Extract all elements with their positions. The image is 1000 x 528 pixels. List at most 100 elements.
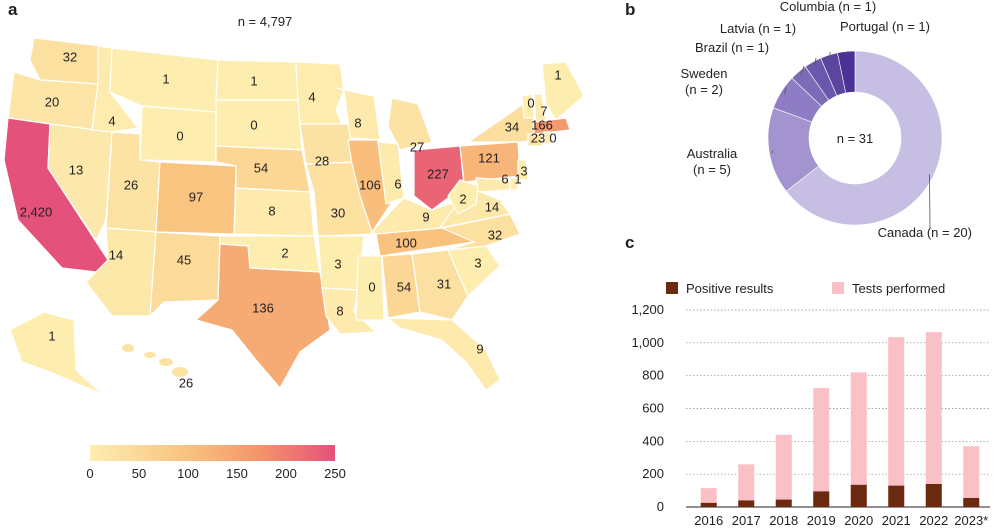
donut-slice-label: Brazil (n = 1): [695, 40, 769, 55]
state-mi: [387, 97, 433, 151]
state-md: [475, 177, 511, 193]
state-me: [541, 61, 585, 121]
donut-slices: [767, 50, 943, 226]
bar-x-tick-label: 2018: [769, 513, 798, 528]
states-group: [3, 37, 585, 395]
state-value-ky: 9: [422, 209, 429, 224]
bar-x-labels: 2016 2017 2018 2019 2020 2021 2022 2023*: [694, 513, 988, 528]
bar-y-tick-label: 0: [657, 499, 664, 514]
bar-x-tick-label: 2016: [694, 513, 723, 528]
state-value-ms: 0: [368, 279, 375, 294]
bar-x-tick-label: 2019: [807, 513, 836, 528]
donut-slice-label: Canada (n = 20): [878, 225, 972, 240]
state-az: [85, 227, 157, 317]
tests-bar-chart: Positive results Tests performed 0 200 400 6…: [631, 281, 990, 528]
bar-legend: Positive results Tests performed: [666, 281, 945, 296]
state-value-ri: 0: [549, 130, 556, 145]
state-ms: [355, 255, 385, 321]
state-value-co: 97: [189, 189, 203, 204]
state-labels: 32202,4201341026149745105482136428303881…: [20, 49, 562, 390]
bar-y-tick-label: 1,200: [631, 302, 664, 317]
hawaii-island: [172, 367, 188, 377]
state-value-hi: 26: [179, 375, 193, 390]
bar-positive-results: [850, 484, 867, 507]
state-value-az: 14: [109, 247, 123, 262]
bar-tests-performed: [738, 464, 755, 507]
state-value-nv: 13: [69, 162, 83, 177]
donut-leader-line: [814, 57, 817, 66]
bar-positive-results: [775, 499, 792, 507]
state-ma: [533, 117, 571, 135]
colorbar-ticks: 0 50 100 150 200 250: [86, 466, 345, 481]
state-mn: [295, 61, 345, 125]
bar-x-tick-label: 2022: [919, 513, 948, 528]
hawaii-island: [159, 358, 173, 366]
donut-slice: [837, 50, 856, 94]
state-value-tx: 136: [252, 300, 274, 315]
legend-swatch: [666, 282, 678, 294]
state-value-nj: 3: [520, 163, 527, 178]
bar-y-tick-label: 1,000: [631, 335, 664, 350]
state-value-ok: 2: [281, 245, 288, 260]
state-value-ks: 8: [268, 203, 275, 218]
bar-tests-performed: [700, 488, 717, 507]
state-value-ia: 28: [315, 153, 329, 168]
donut-slice-label: Columbia (n = 1): [780, 0, 876, 14]
donut-slice-label: Australia (n = 5): [687, 146, 738, 177]
state-value-nc: 32: [488, 227, 502, 242]
state-value-wv: 2: [459, 191, 466, 206]
bar-tests-performed: [963, 446, 980, 507]
state-value-nm: 45: [177, 252, 191, 267]
bar-positive-results: [888, 485, 905, 507]
bar-x-tick-label: 2017: [732, 513, 761, 528]
bar-y-tick-label: 200: [642, 466, 664, 481]
state-value-ca: 2,420: [20, 204, 53, 219]
legend-label: Tests performed: [852, 281, 945, 296]
bar-positive-results: [738, 500, 755, 507]
panel-label-c: c: [625, 233, 635, 252]
state-value-in: 6: [394, 176, 401, 191]
colorbar-tick-label: 150: [226, 466, 248, 481]
panel-label-a: a: [8, 0, 18, 19]
bar-series: [700, 332, 980, 507]
state-ak: [9, 311, 103, 395]
donut-slice-label: Portugal (n = 1): [840, 19, 930, 34]
bar-y-tick-label: 400: [642, 433, 664, 448]
bar-tests-performed: [775, 434, 792, 507]
state-value-ga: 31: [437, 276, 451, 291]
state-wi: [335, 87, 381, 141]
state-value-mt: 1: [162, 71, 169, 86]
bar-x-tick-label: 2020: [844, 513, 873, 528]
state-value-fl: 9: [476, 341, 483, 356]
us-choropleth-map: n = 4,797 32202,420134102614974510548213…: [3, 14, 585, 481]
hawaii-island: [122, 344, 134, 352]
state-value-id: 4: [108, 113, 115, 128]
bar-positive-results: [963, 497, 980, 507]
bar-tests-performed: [813, 387, 830, 507]
state-value-il: 106: [359, 177, 381, 192]
bar-x-tick-label: 2021: [882, 513, 911, 528]
state-nj: [517, 159, 529, 181]
state-value-nd: 1: [250, 73, 257, 88]
state-value-pa: 121: [478, 150, 500, 165]
state-value-mi: 27: [410, 139, 424, 154]
state-value-wa: 32: [63, 49, 77, 64]
state-value-ak: 1: [48, 328, 55, 343]
panel-label-b: b: [625, 0, 636, 19]
state-value-ut: 26: [124, 177, 138, 192]
state-value-sc: 3: [474, 255, 481, 270]
state-value-la: 8: [336, 303, 343, 318]
state-value-wy: 0: [176, 128, 183, 143]
bar-y-tick-label: 800: [642, 368, 664, 383]
colorbar-tick-label: 50: [132, 466, 146, 481]
donut-labels: Canada (n = 20) Australia (n = 5) Sweden (n …: [681, 0, 972, 240]
state-value-tn: 100: [395, 235, 417, 250]
state-tx: [194, 243, 331, 390]
donut-leader-line: [784, 86, 787, 95]
state-value-de: 1: [514, 171, 521, 186]
state-value-ny: 34: [505, 119, 519, 134]
donut-leader-line: [771, 150, 774, 154]
state-value-md: 6: [501, 171, 508, 186]
bar-y-tick-label: 600: [642, 401, 664, 416]
state-value-ne: 54: [254, 160, 268, 175]
